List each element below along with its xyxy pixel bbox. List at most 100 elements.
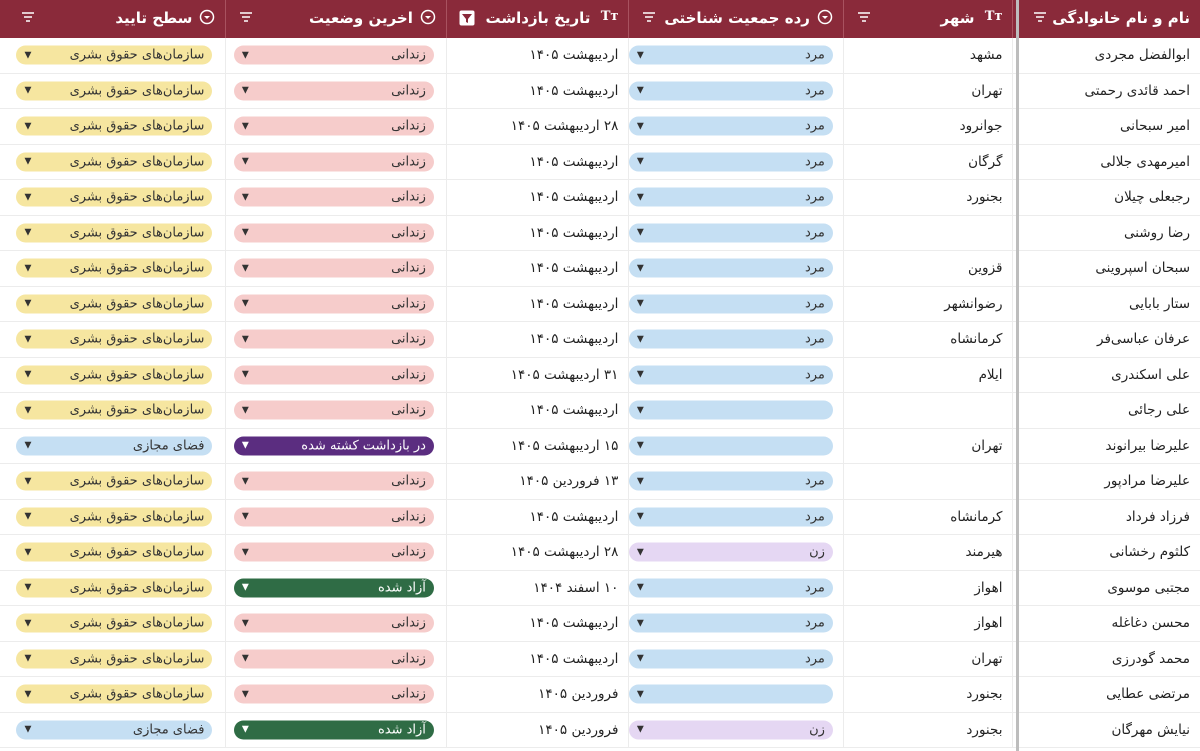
gender-tag[interactable]: مرد ▼ — [629, 223, 833, 243]
cell-approval[interactable]: فضای مجازی ▼ — [0, 712, 227, 747]
cell-arrest-date[interactable]: اردیبهشت ۱۴۰۵ — [447, 393, 630, 428]
chevron-down-icon[interactable]: ▼ — [636, 440, 644, 451]
cell-status[interactable]: زندانی ▼ — [226, 677, 447, 712]
cell-gender[interactable]: مرد ▼ — [629, 251, 844, 286]
cell-status[interactable]: زندانی ▼ — [226, 251, 447, 286]
cell-approval[interactable]: سازمان‌های حقوق بشری ▼ — [0, 109, 227, 144]
gender-tag[interactable]: مرد ▼ — [629, 294, 833, 314]
cell-city[interactable]: بجنورد — [844, 712, 1014, 747]
chevron-down-icon[interactable]: ▼ — [636, 334, 644, 345]
cell-city[interactable] — [844, 393, 1014, 428]
cell-gender[interactable]: مرد ▼ — [629, 38, 844, 73]
chevron-down-icon[interactable]: ▼ — [241, 511, 249, 522]
chevron-down-icon[interactable]: ▼ — [241, 582, 249, 593]
cell-name[interactable]: رضا روشنی — [1016, 216, 1200, 251]
chevron-down-icon[interactable]: ▼ — [636, 298, 644, 309]
gender-tag[interactable]: زن ▼ — [629, 720, 833, 740]
cell-city[interactable]: بجنورد — [844, 677, 1014, 712]
table-row[interactable]: سازمان‌های حقوق بشری ▼ زندانی ▼ اردیبهشت ۱۴۰… — [0, 38, 1200, 74]
cell-approval[interactable]: سازمان‌های حقوق بشری ▼ — [0, 73, 227, 108]
status-tag[interactable]: زندانی ▼ — [233, 81, 434, 101]
gender-tag[interactable]: مرد ▼ — [629, 471, 833, 491]
cell-approval[interactable]: فضای مجازی ▼ — [0, 428, 227, 463]
table-row[interactable]: سازمان‌های حقوق بشری ▼ آزاد شده ▼ ۱۰ اسفند ۱… — [0, 570, 1200, 606]
chevron-down-icon[interactable]: ▼ — [636, 192, 644, 203]
chevron-down-icon[interactable]: ▼ — [241, 653, 249, 664]
chevron-down-icon[interactable]: ▼ — [241, 369, 249, 380]
cell-approval[interactable]: سازمان‌های حقوق بشری ▼ — [0, 499, 227, 534]
column-header-approval[interactable]: سطح تایید — [0, 0, 227, 38]
chevron-down-icon[interactable]: ▼ — [24, 511, 32, 522]
cell-city[interactable]: تهران — [844, 73, 1014, 108]
cell-arrest-date[interactable]: اردیبهشت ۱۴۰۵ — [447, 606, 630, 641]
frozen-column-divider[interactable] — [1016, 0, 1019, 751]
cell-name[interactable]: علیرضا مرادپور — [1016, 464, 1200, 499]
approval-tag[interactable]: سازمان‌های حقوق بشری ▼ — [16, 152, 213, 172]
cell-gender[interactable]: مرد ▼ — [629, 109, 844, 144]
cell-status[interactable]: زندانی ▼ — [226, 180, 447, 215]
status-tag[interactable]: زندانی ▼ — [233, 542, 434, 562]
status-tag[interactable]: زندانی ▼ — [233, 649, 434, 669]
cell-status[interactable]: آزاد شده ▼ — [226, 570, 447, 605]
chevron-down-icon[interactable]: ▼ — [241, 724, 249, 735]
chevron-down-icon[interactable]: ▼ — [636, 547, 644, 558]
gender-tag[interactable]: ▼ — [629, 684, 833, 704]
chevron-down-icon[interactable]: ▼ — [636, 511, 644, 522]
cell-name[interactable]: محمد گودرزی — [1016, 642, 1200, 677]
cell-arrest-date[interactable]: اردیبهشت ۱۴۰۵ — [447, 215, 630, 250]
cell-city[interactable]: تهران — [844, 641, 1014, 676]
cell-approval[interactable]: سازمان‌های حقوق بشری ▼ — [0, 357, 227, 392]
chevron-down-icon[interactable]: ▼ — [636, 689, 644, 700]
chevron-down-icon[interactable]: ▼ — [24, 298, 32, 309]
cell-approval[interactable]: سازمان‌های حقوق بشری ▼ — [0, 322, 227, 357]
cell-city[interactable]: قزوین — [844, 251, 1014, 286]
cell-name[interactable]: ستار بابایی — [1016, 287, 1200, 322]
status-tag[interactable]: زندانی ▼ — [233, 294, 434, 314]
chevron-down-icon[interactable]: ▼ — [24, 334, 32, 345]
cell-gender[interactable]: زن ▼ — [629, 712, 844, 747]
cell-status[interactable]: زندانی ▼ — [226, 144, 447, 179]
cell-name[interactable]: کلثوم رخشانی — [1016, 535, 1200, 570]
cell-approval[interactable]: سازمان‌های حقوق بشری ▼ — [0, 180, 227, 215]
cell-status[interactable]: زندانی ▼ — [226, 464, 447, 499]
chevron-down-icon[interactable]: ▼ — [24, 618, 32, 629]
cell-status[interactable]: زندانی ▼ — [226, 357, 447, 392]
chevron-down-icon[interactable]: ▼ — [24, 192, 32, 203]
cell-arrest-date[interactable]: ۱۰ اسفند ۱۴۰۴ — [447, 570, 630, 605]
cell-arrest-date[interactable]: اردیبهشت ۱۴۰۵ — [447, 251, 630, 286]
gender-tag[interactable]: مرد ▼ — [629, 116, 833, 136]
cell-city[interactable]: هیرمند — [844, 535, 1014, 570]
cell-name[interactable]: عرفان عباسی‌فر — [1016, 322, 1200, 357]
approval-tag[interactable]: فضای مجازی ▼ — [16, 720, 213, 740]
cell-name[interactable]: ابوالفضل مجردی — [1016, 38, 1200, 73]
column-header-gender[interactable]: رده جمعیت شناختی — [629, 0, 844, 38]
table-row[interactable]: سازمان‌های حقوق بشری ▼ زندانی ▼ اردیبهشت ۱۴۰… — [0, 641, 1200, 677]
approval-tag[interactable]: سازمان‌های حقوق بشری ▼ — [16, 649, 213, 669]
gender-tag[interactable]: مرد ▼ — [629, 578, 833, 598]
table-row[interactable]: سازمان‌های حقوق بشری ▼ زندانی ▼ اردیبهشت ۱۴۰… — [0, 322, 1200, 358]
gender-tag[interactable]: مرد ▼ — [629, 649, 833, 669]
approval-tag[interactable]: سازمان‌های حقوق بشری ▼ — [16, 400, 213, 420]
status-tag[interactable]: زندانی ▼ — [233, 365, 434, 385]
approval-tag[interactable]: سازمان‌های حقوق بشری ▼ — [16, 365, 213, 385]
cell-city[interactable]: رضوانشهر — [844, 286, 1014, 321]
cell-name[interactable]: محسن دغاغله — [1016, 606, 1200, 641]
table-row[interactable]: سازمان‌های حقوق بشری ▼ زندانی ▼ اردیبهشت ۱۴۰… — [0, 499, 1200, 535]
table-row[interactable]: سازمان‌های حقوق بشری ▼ زندانی ▼ اردیبهشت ۱۴۰… — [0, 606, 1200, 642]
cell-gender[interactable]: زن ▼ — [629, 535, 844, 570]
chevron-down-icon[interactable]: ▼ — [241, 85, 249, 96]
chevron-down-icon[interactable]: ▼ — [241, 476, 249, 487]
status-tag[interactable]: زندانی ▼ — [233, 187, 434, 207]
table-row[interactable]: سازمان‌های حقوق بشری ▼ زندانی ▼ اردیبهشت ۱۴۰… — [0, 144, 1200, 180]
chevron-down-icon[interactable]: ▼ — [241, 227, 249, 238]
chevron-down-icon[interactable]: ▼ — [241, 192, 249, 203]
gender-tag[interactable]: مرد ▼ — [629, 258, 833, 278]
filter-lines-icon[interactable] — [641, 9, 657, 25]
cell-name[interactable]: فرزاد فرداد — [1016, 500, 1200, 535]
table-row[interactable]: سازمان‌های حقوق بشری ▼ زندانی ▼ ۱۳ فروردین ۱… — [0, 464, 1200, 500]
cell-city[interactable] — [844, 464, 1014, 499]
cell-status[interactable]: زندانی ▼ — [226, 606, 447, 641]
status-tag[interactable]: آزاد شده ▼ — [233, 720, 434, 740]
cell-arrest-date[interactable]: اردیبهشت ۱۴۰۵ — [447, 641, 630, 676]
table-row[interactable]: سازمان‌های حقوق بشری ▼ زندانی ▼ ۲۸ اردیبهشت … — [0, 535, 1200, 571]
